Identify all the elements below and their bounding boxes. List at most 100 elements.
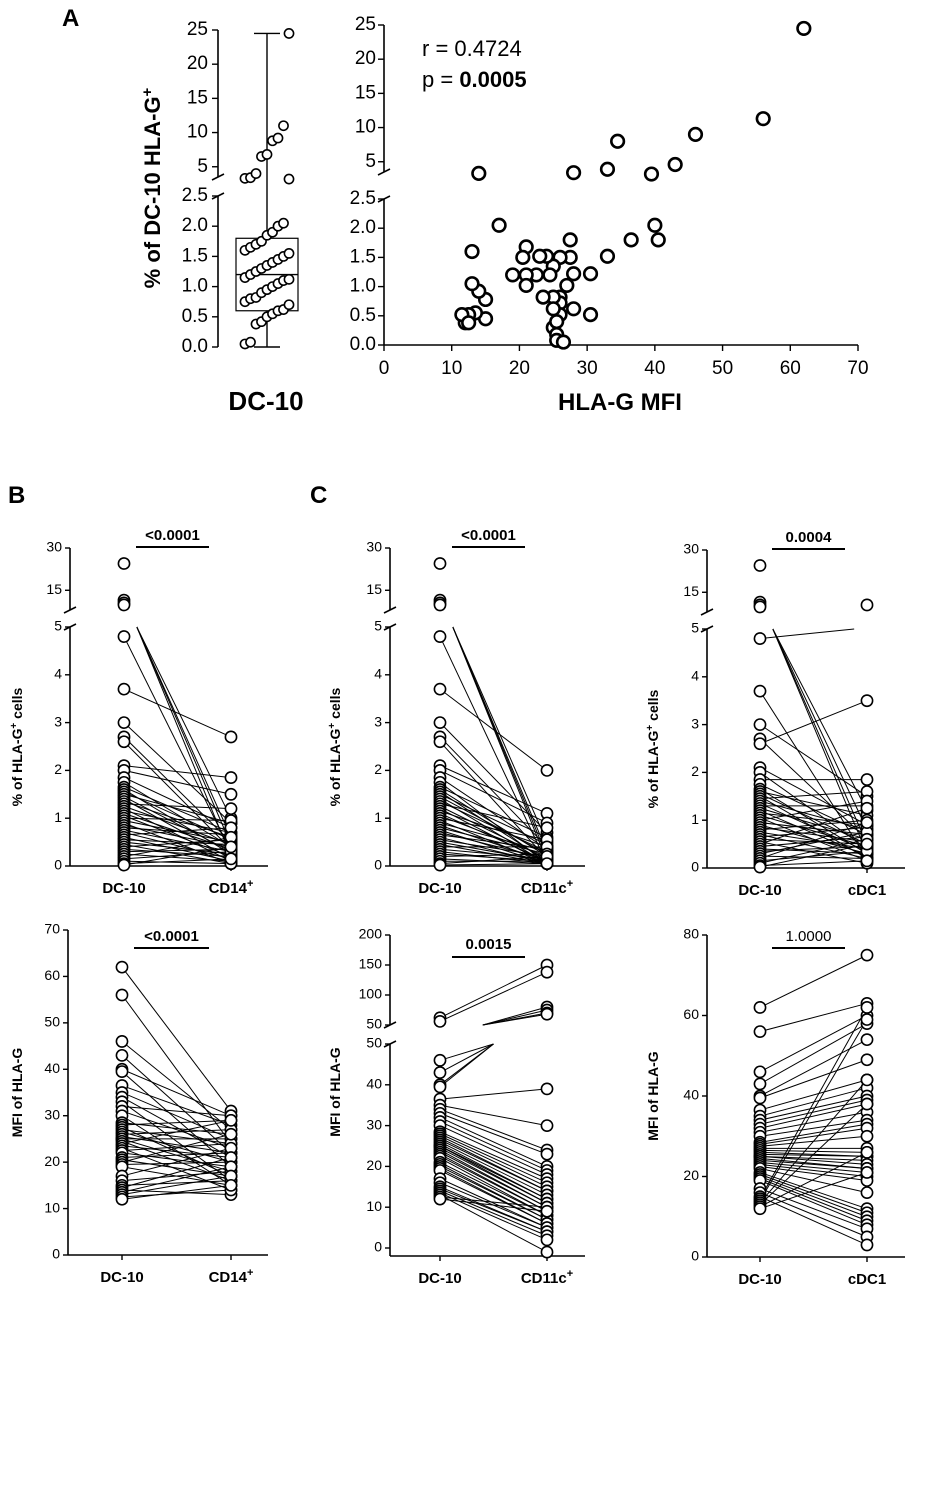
- C-top-2-y-axis-label-text: % of HLA-G: [645, 730, 661, 808]
- B-top-category-right: CD14+: [209, 878, 254, 897]
- B-bottom-pair-line: [121, 1175, 232, 1196]
- B-bottom-pair-line: [121, 1180, 232, 1186]
- C-top-2-pair-line: [759, 819, 868, 831]
- C-bottom-1-pair-line: [439, 1116, 548, 1167]
- C-bottom-2-pair-line: [759, 1180, 868, 1226]
- C-top-1-y-axis-label-suffix: cells: [327, 687, 343, 722]
- B-bottom-pair-line: [121, 1119, 232, 1126]
- C-bottom-1-significance-label: 0.0015: [466, 936, 512, 953]
- a-right-x-tick-label: 0: [379, 358, 390, 379]
- C-bottom-1-pair-line: [482, 1013, 548, 1026]
- C-top-1-left-point: [433, 598, 447, 612]
- C-bottom-2-pair-line: [759, 1127, 868, 1145]
- C-bottom-2-y-tick-label: 40: [683, 1087, 699, 1103]
- B-bottom-right-point: [224, 1113, 238, 1127]
- B-top-y-tick-label: 15: [46, 581, 62, 597]
- a-right-x-tick-label: 30: [577, 358, 598, 379]
- C-top-2-left-point: [753, 737, 767, 751]
- C-bottom-2-pair-line: [759, 1161, 868, 1173]
- panel-letter-b: B: [8, 482, 25, 509]
- a-left-y-axis-label-text: % of DC-10 HLA-G: [140, 96, 165, 288]
- a-left-point: [278, 120, 289, 132]
- B-bottom-pair-line: [121, 1129, 232, 1145]
- B-bottom-pair-line: [121, 1152, 232, 1168]
- C-bottom-2-right-point: [860, 1145, 874, 1159]
- C-top-2-pair-line: [759, 843, 868, 868]
- C-top-1-pair-line: [452, 626, 548, 857]
- C-top-2-right-point: [860, 801, 874, 815]
- C-bottom-2-pair-line: [759, 1123, 868, 1143]
- C-bottom-1-pair-line: [439, 1161, 548, 1216]
- C-bottom-2-right-point: [860, 1073, 874, 1087]
- C-top-1-y-axis-label: % of HLA-G+ cells: [327, 687, 344, 806]
- C-top-1-y-tick-label: 15: [366, 581, 382, 597]
- a-right-y-tick-label: 25: [355, 14, 376, 35]
- B-top-y-tick-label: 30: [46, 539, 62, 555]
- B-bottom-left-point: [115, 1035, 129, 1048]
- C-top-1-pair-line: [439, 839, 548, 857]
- C-bottom-2-pair-line: [759, 1015, 868, 1073]
- C-bottom-1-pair-line: [439, 1165, 548, 1220]
- C-top-1-y-tick-label: 4: [374, 666, 382, 682]
- C-top-2-y-tick-label: 3: [691, 715, 699, 731]
- C-bottom-1-right-point: [540, 1233, 554, 1247]
- B-top-y-axis-label: % of HLA-G+ cells: [9, 687, 26, 806]
- a-left-point: [283, 299, 295, 311]
- B-top-pair-line: [123, 786, 232, 834]
- a-right-point: [623, 232, 639, 248]
- a-right-point: [582, 307, 599, 323]
- a-right-y-tick-label: 15: [355, 82, 376, 103]
- B-top-pair-line: [123, 858, 232, 865]
- C-bottom-2-category-right: cDC1: [848, 1271, 886, 1288]
- a-right-point: [643, 166, 660, 182]
- C-top-2-pair-line: [759, 690, 868, 859]
- a-left-point: [245, 336, 256, 348]
- C-top-2-pair-line: [759, 700, 868, 745]
- C-bottom-1-pair-line: [439, 1178, 548, 1229]
- a-right-x-tick-label: 70: [847, 358, 868, 379]
- C-top-1-pair-line: [439, 824, 548, 862]
- C-top-1-category-right-sup: +: [567, 878, 573, 890]
- a-right-point: [796, 20, 812, 37]
- C-top-1-pair-line: [439, 688, 548, 771]
- B-top-category-left-text: DC-10: [102, 880, 145, 897]
- C-top-2-axis-break-top: [700, 608, 714, 616]
- C-bottom-2-right-point: [860, 1013, 874, 1026]
- C-bottom-1-y-tick-label: 150: [359, 956, 383, 972]
- B-top-pair-line: [123, 832, 232, 860]
- B-top-pair-line: [123, 827, 232, 836]
- C-top-2-left-point: [753, 632, 767, 645]
- C-top-2-pair-line: [759, 724, 868, 797]
- B-top-y-tick-label: 4: [54, 666, 62, 682]
- B-top-y-axis-label-suffix: cells: [9, 687, 25, 722]
- stat-r: r = 0.4724: [422, 36, 522, 61]
- C-top-2-pair-line: [759, 822, 868, 859]
- C-top-1-significance-label: <0.0001: [461, 527, 516, 544]
- a-left-y-tick-label: 1.0: [182, 276, 208, 297]
- a-left-point: [283, 28, 295, 39]
- C-top-1-category-right: CD11c+: [521, 878, 573, 897]
- a-left-y-axis-label: % of DC-10 HLA-G+: [139, 87, 166, 288]
- C-top-1-left-point: [433, 557, 447, 570]
- B-top-y-tick-label: 5: [54, 618, 62, 634]
- B-bottom-y-tick-label: 70: [44, 921, 60, 937]
- B-top-axis-break-top: [63, 606, 77, 614]
- C-bottom-2-category-left-text: DC-10: [738, 1271, 781, 1288]
- B-top-pair-line: [136, 626, 232, 857]
- B-bottom-left-point: [115, 1192, 129, 1206]
- C-top-1-left-point: [433, 858, 447, 872]
- C-top-1-y-axis-label-sup: +: [327, 723, 338, 729]
- a-right-point: [464, 276, 480, 292]
- C-bottom-1-y-tick-label: 200: [359, 926, 383, 942]
- C-top-1-left-point: [433, 630, 447, 643]
- C-bottom-1-pair-line: [439, 1112, 548, 1155]
- C-bottom-2-pair-line: [759, 1079, 868, 1111]
- C-bottom-1-right-point: [540, 1007, 554, 1021]
- B-bottom-left-point: [115, 960, 129, 974]
- B-bottom-category-left-text: DC-10: [100, 1269, 143, 1286]
- C-bottom-1-y-tick-label: 20: [366, 1157, 382, 1173]
- B-bottom-category-right-text: CD14: [209, 1269, 248, 1286]
- C-bottom-1-left-point: [433, 1080, 447, 1094]
- C-top-2-y-tick-label: 15: [683, 583, 699, 599]
- C-top-2-pair-line: [759, 860, 868, 867]
